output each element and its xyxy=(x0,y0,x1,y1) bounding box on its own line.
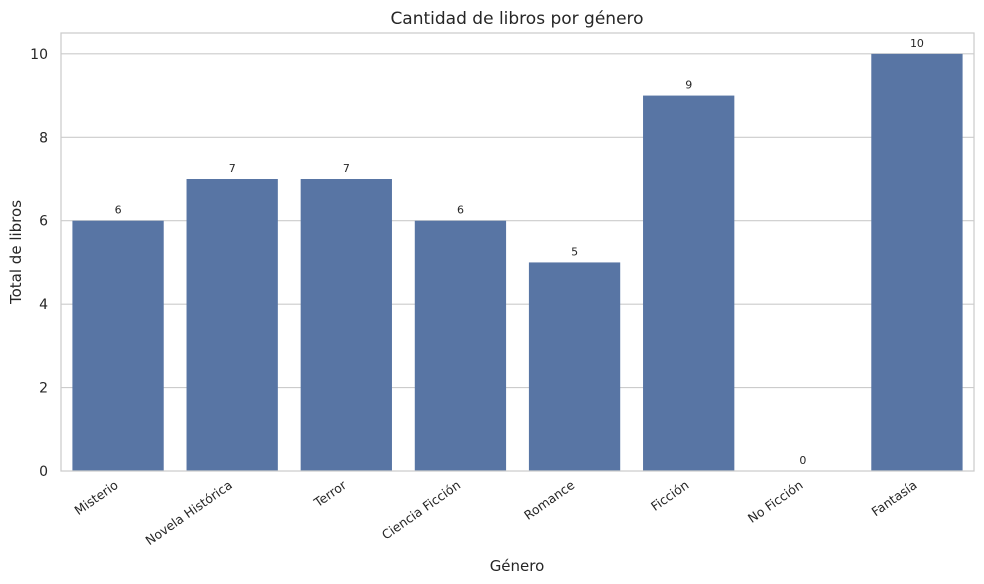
x-axis-ticks: Misterio Novela Histórica Terror Ciencia Fi… xyxy=(72,477,920,548)
data-label: 0 xyxy=(799,454,806,467)
chart-title: Cantidad de libros por género xyxy=(390,9,643,29)
data-label: 6 xyxy=(457,204,464,217)
y-tick-label: 6 xyxy=(39,214,48,230)
x-axis-title: Género xyxy=(490,557,545,575)
y-tick-label: 8 xyxy=(39,130,48,146)
x-tick-label: Novela Histórica xyxy=(143,477,235,548)
y-tick-label: 4 xyxy=(39,297,48,313)
y-tick-label: 10 xyxy=(30,47,48,63)
x-tick-label: Romance xyxy=(521,477,577,523)
bar xyxy=(186,179,278,471)
y-axis-title: Total de libros xyxy=(7,200,25,305)
data-label: 9 xyxy=(685,79,692,92)
data-label: 7 xyxy=(229,162,236,175)
data-labels: 6 7 7 6 5 9 0 10 xyxy=(115,37,924,467)
x-tick-label: Ciencia Ficción xyxy=(379,477,463,542)
data-label: 10 xyxy=(910,37,924,50)
y-tick-label: 0 xyxy=(39,464,48,480)
bars xyxy=(72,53,963,472)
x-tick-label: No Ficción xyxy=(745,477,806,526)
bar xyxy=(643,95,735,472)
x-tick-label: Fantasía xyxy=(869,477,920,519)
y-tick-label: 2 xyxy=(39,381,48,397)
bar xyxy=(300,179,392,471)
data-label: 7 xyxy=(343,162,350,175)
data-label: 5 xyxy=(571,245,578,258)
bar xyxy=(528,262,621,471)
y-axis-ticks: 0 2 4 6 8 10 xyxy=(30,47,48,480)
x-tick-label: Terror xyxy=(310,477,349,511)
plot-frame xyxy=(60,32,975,472)
data-label: 6 xyxy=(115,204,122,217)
bar xyxy=(72,220,164,471)
bar xyxy=(871,53,963,471)
bar xyxy=(414,220,507,471)
x-tick-label: Ficción xyxy=(648,477,691,514)
x-tick-label: Misterio xyxy=(72,477,121,518)
